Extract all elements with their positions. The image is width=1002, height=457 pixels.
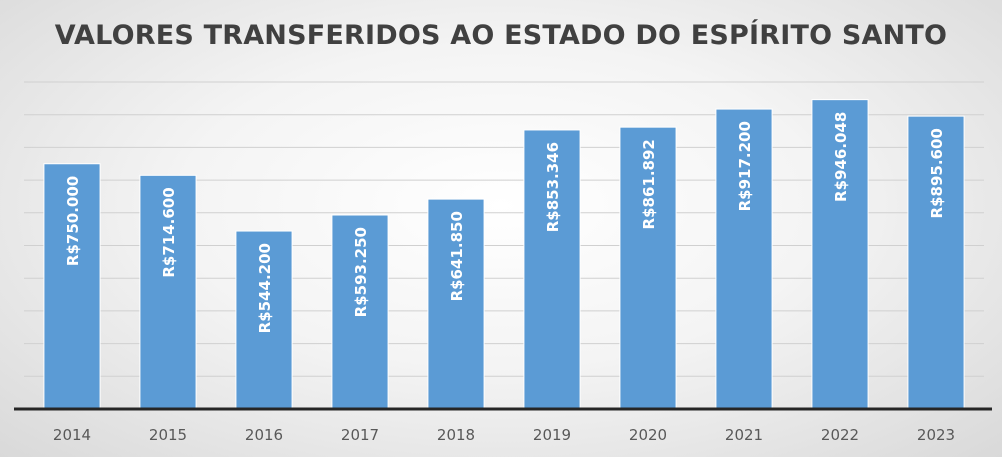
chart-title: VALORES TRANSFERIDOS AO ESTADO DO ESPÍRI… xyxy=(54,20,948,51)
bar xyxy=(139,174,197,410)
x-tick-label: 2022 xyxy=(821,426,859,444)
x-tick-label: 2018 xyxy=(437,426,475,444)
data-label: R$917.200 xyxy=(736,121,754,211)
bar xyxy=(427,198,485,410)
data-label: R$946.048 xyxy=(832,112,850,202)
x-tick-label: 2015 xyxy=(149,426,187,444)
data-label: R$714.600 xyxy=(160,187,178,277)
x-tick-label: 2014 xyxy=(53,426,91,444)
data-label: R$853.346 xyxy=(544,142,562,232)
data-label: R$895.600 xyxy=(928,128,946,218)
bar xyxy=(235,230,293,410)
bar xyxy=(43,163,101,410)
bar xyxy=(811,99,869,410)
x-tick-label: 2020 xyxy=(629,426,667,444)
x-tick-label: 2019 xyxy=(533,426,571,444)
x-tick-label: 2017 xyxy=(341,426,379,444)
x-tick-label: 2023 xyxy=(917,426,955,444)
data-label: R$544.200 xyxy=(256,243,274,333)
data-label: R$750.000 xyxy=(64,176,82,266)
data-label: R$641.850 xyxy=(448,211,466,301)
bar xyxy=(907,115,965,410)
bar xyxy=(715,108,773,410)
bar xyxy=(619,126,677,410)
x-tick-label: 2021 xyxy=(725,426,763,444)
x-tick-label: 2016 xyxy=(245,426,283,444)
data-label: R$593.250 xyxy=(352,227,370,317)
data-label: R$861.892 xyxy=(640,139,658,229)
